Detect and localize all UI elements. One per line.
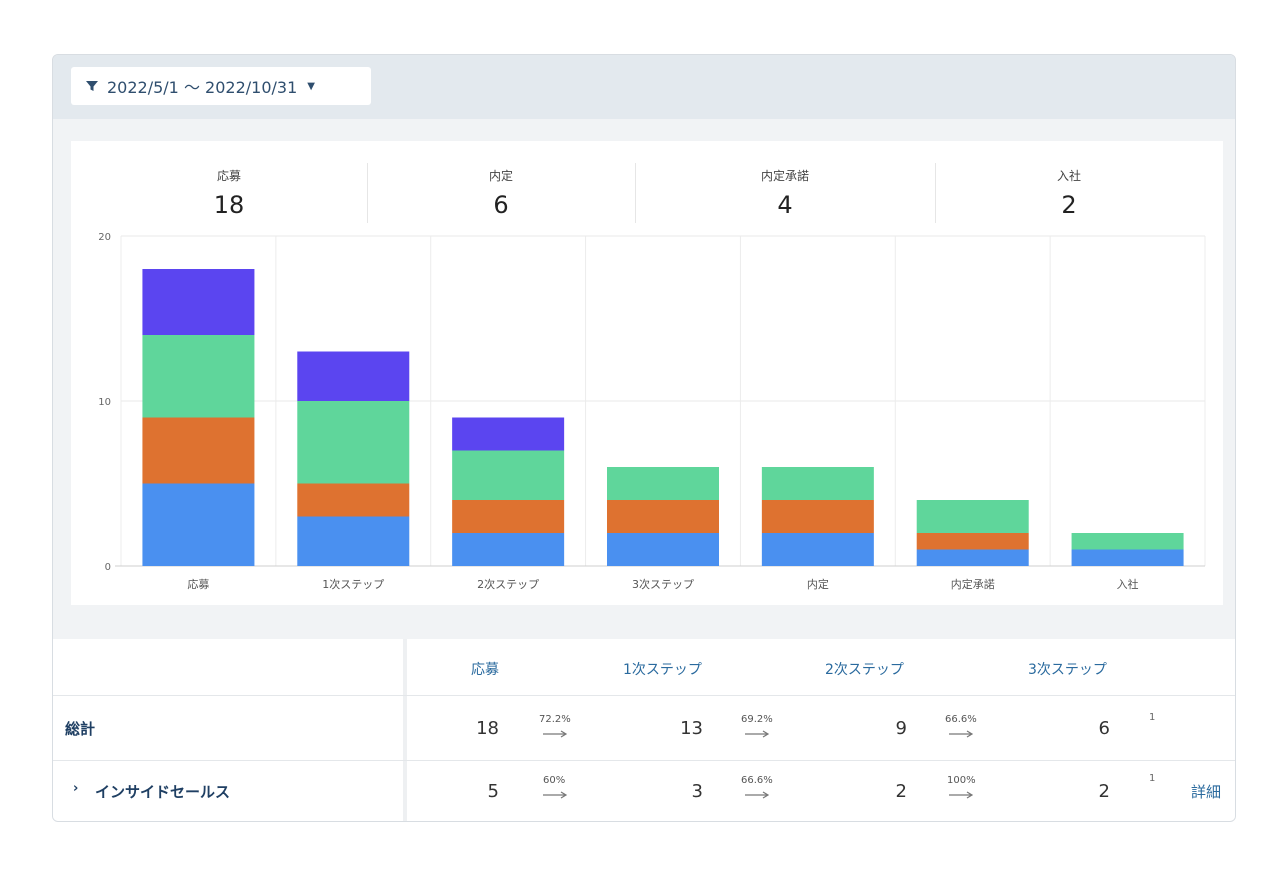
bar-segment [297,401,410,484]
y-tick-label: 0 [105,562,111,573]
bar-segment [142,335,255,418]
conversion-rate: 66.6% [741,775,773,786]
bar-segment [916,500,1029,533]
row-label: 総計 [65,720,96,738]
bar-segment [761,467,874,500]
kpi-joined: 入社 2 [935,141,1203,227]
cell-value: 6 [1098,718,1110,739]
column-header: 2次ステップ [825,662,904,678]
bar-segment [452,533,565,566]
bar-segment [452,450,565,500]
cell-value: 2 [1098,781,1110,802]
y-tick-label: 20 [98,232,111,243]
column-header: 1次ステップ [623,662,702,678]
arrow-right-icon [745,730,770,738]
x-tick-label: 入社 [1117,577,1139,591]
filter-icon [86,81,98,91]
next-stage-value: 1 [1149,773,1156,784]
kpi-label: 内定 [488,169,513,183]
cell-value: 18 [476,718,499,739]
cell-value: 9 [895,718,907,739]
caret-down-icon: ▼ [307,80,315,92]
bar-segment [916,549,1029,566]
row-label: インサイドセールス [95,783,231,801]
kpi-value: 4 [777,191,793,219]
report-panel: 2022/5/1 ～ 2022/10/31 ▼ 応募 18 内定 6 内定承諾 … [52,54,1236,822]
table-column-divider [403,639,407,821]
arrow-right-icon [949,730,974,738]
arrow-right-icon [949,791,974,799]
date-range-label: 2022/5/1 ～ 2022/10/31 [107,78,298,97]
table-row[interactable]: › インサイドセールス 5 60% 3 66.6% 2 100% 2 1 詳細 [53,761,1235,821]
filter-bar: 2022/5/1 ～ 2022/10/31 ▼ [53,55,1235,119]
conversion-rate: 100% [947,775,976,786]
bar-segment [297,351,410,401]
date-range-filter-button[interactable]: 2022/5/1 ～ 2022/10/31 ▼ [71,67,371,105]
x-tick-label: 1次ステップ [322,577,384,591]
kpi-divider [367,163,368,223]
kpi-offer-accepted: 内定承諾 4 [635,141,935,227]
bar-segment [916,533,1029,550]
bar-segment [1071,533,1184,550]
cell-value: 2 [895,781,907,802]
kpi-summary: 応募 18 内定 6 内定承諾 4 入社 2 [71,141,1223,227]
kpi-label: 応募 [216,169,241,183]
x-tick-label: 内定承諾 [951,577,995,591]
table-row: 総計 18 72.2% 13 69.2% 9 66.6% 6 1 [53,696,1235,761]
x-tick-label: 3次ステップ [632,577,694,591]
kpi-label: 内定承諾 [760,169,809,183]
kpi-value: 2 [1061,191,1077,219]
conversion-rate: 72.2% [539,714,571,725]
chevron-right-icon[interactable]: › [73,781,79,796]
bar-segment [607,467,719,500]
y-tick-label: 10 [98,397,111,408]
column-header: 応募 [471,662,499,678]
bar-segment [142,417,255,484]
kpi-value: 18 [213,191,245,219]
cell-value: 5 [487,781,499,802]
arrow-right-icon [543,791,568,799]
bar-segment [297,516,410,566]
detail-link[interactable]: 詳細 [1191,783,1222,801]
column-header: 3次ステップ [1028,662,1107,678]
bar-segment [607,533,719,566]
conversion-rate: 69.2% [741,714,773,725]
bar-segment [452,500,565,533]
next-stage-value: 1 [1149,712,1156,723]
funnel-table: 応募 1次ステップ 2次ステップ 3次ステップ 総計 18 72.2% 13 6… [53,639,1235,821]
bar-segment [142,483,255,566]
kpi-label: 入社 [1056,169,1081,183]
kpi-applications: 応募 18 [71,141,387,227]
conversion-rate: 60% [543,775,566,786]
funnel-card: 応募 18 内定 6 内定承諾 4 入社 2 0 10 20 応募 1次ステップ 2次ステ… [71,141,1223,605]
bar-segment [607,500,719,533]
arrow-right-icon [543,730,568,738]
bar-segment [452,417,565,451]
cell-value: 13 [680,718,703,739]
arrow-right-icon [745,791,770,799]
kpi-divider [935,163,936,223]
conversion-rate: 66.6% [945,714,977,725]
cell-value: 3 [691,781,703,802]
bar-segment [1071,549,1184,566]
bar-segment [297,483,410,517]
funnel-stacked-bar-chart: 0 10 20 応募 1次ステップ 2次ステップ 3次ステップ 内定 内定承諾 入社 [98,232,1206,591]
kpi-divider [635,163,636,223]
x-tick-label: 2次ステップ [477,577,539,591]
bar-segment [142,269,255,335]
table-header-row: 応募 1次ステップ 2次ステップ 3次ステップ [53,639,1235,696]
x-tick-label: 内定 [807,577,829,591]
bar-segment [761,533,874,566]
bar-segment [761,500,874,533]
x-tick-label: 応募 [187,577,209,591]
kpi-offers: 内定 6 [367,141,635,227]
kpi-value: 6 [493,191,509,219]
